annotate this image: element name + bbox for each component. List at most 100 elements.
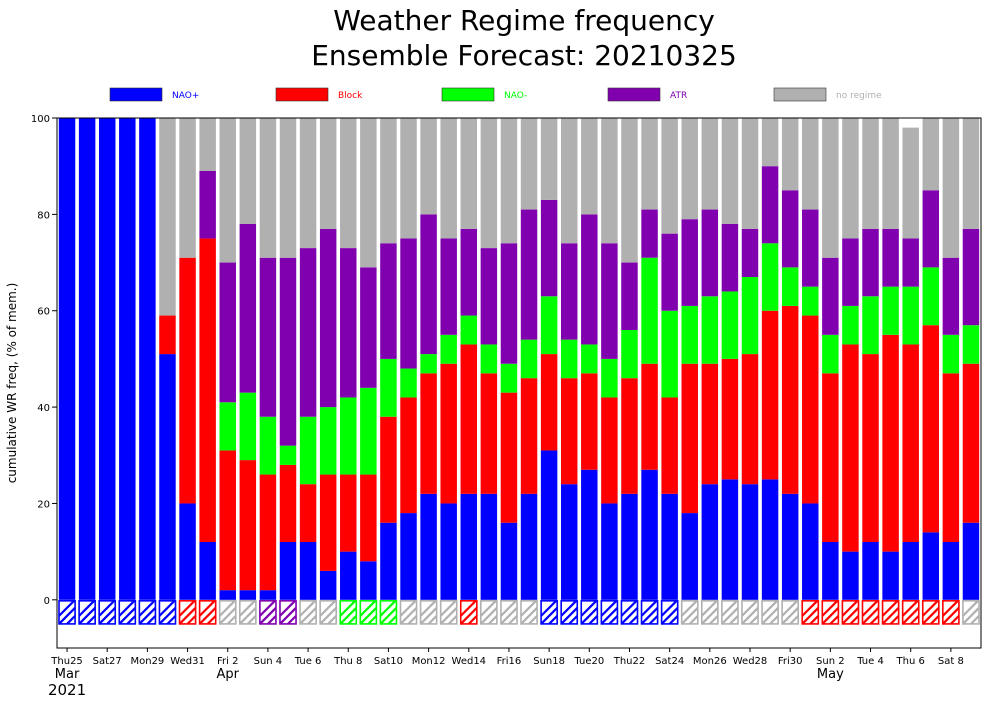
legend-label-2: NAO- [504, 91, 527, 101]
regime-marker-17 [399, 600, 418, 625]
bar-44-series-3 [942, 257, 960, 335]
regime-marker-25 [560, 600, 579, 625]
bar-37-series-1 [802, 315, 819, 504]
bar-18-series-2 [420, 354, 437, 374]
y-tick-label-3: 60 [37, 307, 50, 318]
x-tick-label-26: Tue20 [573, 656, 604, 667]
bar-24-series-1 [540, 354, 558, 451]
bar-36-series-0 [781, 493, 799, 600]
bar-35-series-3 [761, 166, 779, 244]
bar-19-series-2 [440, 334, 457, 364]
bar-26-series-4 [581, 118, 598, 215]
bar-40-series-2 [862, 296, 879, 355]
bar-31-series-1 [681, 363, 698, 514]
regime-marker-18 [419, 600, 438, 625]
bar-32-series-0 [701, 484, 719, 600]
bar-37-series-4 [802, 118, 819, 210]
bar-41-series-2 [882, 286, 899, 335]
bar-28-series-1 [621, 378, 638, 494]
bar-13-series-2 [319, 407, 337, 475]
bar-44-series-4 [942, 118, 960, 258]
bar-20-series-2 [460, 315, 478, 345]
bar-12-series-1 [299, 484, 317, 542]
x-tick-label-14: Thu 8 [333, 656, 362, 667]
regime-marker-21 [480, 600, 498, 625]
bar-34-series-4 [741, 118, 759, 229]
bar-41-series-0 [882, 551, 899, 600]
x-tick-label-44: Sat 8 [938, 656, 964, 667]
x-tick-label-42: Thu 6 [896, 656, 925, 667]
regime-marker-19 [439, 600, 458, 625]
regime-marker-30 [660, 600, 679, 625]
bar-9-series-2 [239, 392, 257, 461]
legend-swatch-0 [109, 87, 163, 102]
bar-21-series-2 [480, 344, 498, 374]
regime-marker-42 [901, 600, 920, 625]
bar-44-series-1 [942, 373, 960, 542]
bar-31-series-2 [681, 305, 698, 364]
regime-marker-13 [319, 600, 338, 625]
bar-15-series-3 [360, 267, 377, 388]
regime-marker-0 [58, 600, 76, 625]
bar-38-series-4 [822, 118, 839, 258]
y-axis: 0 20 40 60 80 100 [31, 114, 57, 607]
bar-13-series-3 [319, 228, 337, 408]
x-tick-label-22: Fri16 [497, 656, 522, 667]
bar-20-series-0 [460, 493, 478, 600]
bar-27-series-2 [601, 358, 618, 398]
bar-32-series-1 [701, 363, 719, 485]
bar-30-series-3 [661, 233, 678, 311]
bar-8-series-1 [219, 450, 236, 591]
bar-9-series-0 [239, 590, 257, 600]
bar-35-series-0 [761, 479, 779, 600]
legend-label-1: Block [338, 91, 363, 101]
bar-30-series-4 [661, 118, 678, 234]
bar-36-series-2 [781, 267, 799, 306]
bar-37-series-3 [802, 209, 819, 287]
bar-37-series-0 [802, 503, 819, 600]
regime-marker-37 [801, 600, 820, 625]
x-tick-label-24: Sun18 [533, 656, 565, 667]
legend: NAO+ Block NAO- ATR no regime [109, 87, 882, 102]
bar-45-series-2 [962, 325, 980, 364]
legend-label-0: NAO+ [172, 91, 199, 101]
regime-marker-36 [781, 600, 800, 625]
bar-35-series-1 [761, 310, 779, 480]
bar-22-series-0 [500, 522, 518, 600]
bar-39-series-4 [842, 118, 859, 239]
bar-38-series-2 [822, 334, 839, 374]
bar-19-series-4 [440, 118, 457, 239]
bar-22-series-4 [500, 118, 518, 244]
regime-marker-34 [741, 600, 759, 625]
bar-22-series-3 [500, 243, 518, 364]
bar-45-series-3 [962, 228, 980, 326]
bar-21-series-1 [480, 373, 498, 494]
bar-45-series-1 [962, 363, 980, 523]
regime-marker-32 [700, 600, 719, 625]
bar-32-series-3 [701, 209, 719, 297]
bar-16-series-3 [380, 243, 397, 359]
regime-marker-45 [962, 600, 980, 625]
regime-marker-26 [580, 600, 599, 625]
regime-marker-24 [540, 600, 558, 625]
regime-marker-33 [721, 600, 739, 625]
regime-marker-28 [620, 600, 639, 625]
bar-9-series-1 [239, 460, 257, 591]
y-tick-label-2: 40 [37, 403, 50, 414]
bar-15-series-4 [360, 118, 377, 268]
bar-34-series-3 [741, 228, 759, 277]
bar-18-series-3 [420, 214, 437, 355]
bar-45-series-0 [962, 522, 980, 600]
x-tick-label-30: Sat24 [655, 656, 684, 667]
x-tick-label-38: Sun 2 [816, 656, 845, 667]
bar-29-series-2 [641, 257, 658, 364]
bar-10-series-3 [259, 257, 277, 417]
x-tick-label-40: Tue 4 [856, 656, 884, 667]
bar-36-series-4 [781, 118, 799, 191]
bar-21-series-4 [480, 118, 498, 249]
bar-28-series-0 [621, 493, 638, 600]
bar-6-series-1 [179, 257, 196, 504]
year-label: 2021 [48, 681, 86, 699]
bar-29-series-1 [641, 363, 658, 470]
